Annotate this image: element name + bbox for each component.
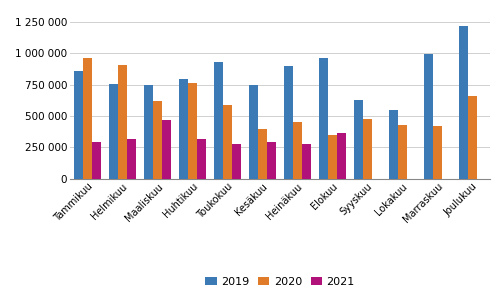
Bar [337,133,346,179]
Bar [328,135,337,179]
Bar [214,62,223,179]
Bar [74,71,83,179]
Bar [258,129,267,179]
Bar [267,142,276,179]
Bar [118,65,127,179]
Bar [232,144,241,179]
Bar [354,100,363,179]
Bar [109,84,118,179]
Bar [459,26,468,179]
Bar [223,105,232,179]
Bar [162,120,171,179]
Bar [284,66,293,179]
Bar [363,119,372,179]
Bar [153,101,162,179]
Bar [83,58,92,179]
Bar [127,139,136,179]
Bar [424,55,433,179]
Bar [468,96,477,179]
Bar [144,84,153,179]
Bar [302,144,311,179]
Bar [92,142,101,179]
Bar [249,84,258,179]
Bar [293,122,302,179]
Bar [398,125,407,179]
Bar [389,110,398,179]
Bar [188,83,197,179]
Legend: 2019, 2020, 2021: 2019, 2020, 2021 [201,272,359,291]
Bar [179,79,188,179]
Bar [319,58,328,179]
Bar [197,139,206,179]
Bar [433,126,442,179]
